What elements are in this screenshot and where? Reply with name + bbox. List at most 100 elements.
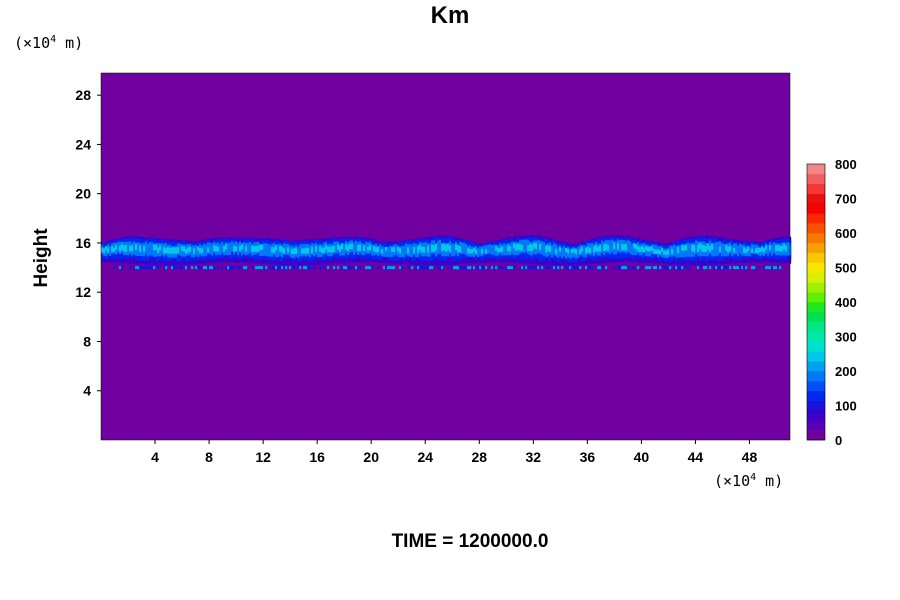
- heatmap-cell: [707, 243, 710, 250]
- heatmap-cell: [165, 248, 168, 254]
- heatmap-cell: [249, 241, 252, 254]
- heatmap-cell: [477, 266, 480, 270]
- heatmap-cell: [371, 244, 374, 256]
- heatmap-cell: [323, 266, 326, 270]
- heatmap-cell: [123, 245, 126, 252]
- heatmap-cell: [685, 243, 688, 257]
- heatmap-cell: [149, 242, 152, 256]
- heatmap-cell: [401, 245, 404, 258]
- heatmap-cell: [485, 266, 488, 270]
- heatmap-cell: [499, 266, 502, 270]
- heatmap-cell: [565, 266, 568, 270]
- heatmap-cell: [505, 266, 508, 270]
- heatmap-cell: [175, 247, 178, 254]
- colorbar-label: 400: [835, 295, 857, 310]
- heatmap-cell: [709, 266, 712, 270]
- heatmap-cell: [521, 266, 524, 270]
- heatmap-cell: [245, 266, 248, 270]
- heatmap-cell: [343, 266, 346, 270]
- heatmap-cell: [699, 243, 702, 250]
- heatmap-cell: [695, 240, 698, 255]
- heatmap-cell: [457, 266, 460, 270]
- heatmap-cell: [225, 244, 228, 250]
- heatmap-cell: [203, 243, 206, 256]
- heatmap-cell: [277, 244, 280, 258]
- heatmap-cell: [153, 244, 156, 251]
- heatmap-cell: [213, 266, 216, 270]
- heatmap-cell: [231, 266, 234, 270]
- colorbar-label: 0: [835, 433, 842, 448]
- heatmap-cell: [659, 250, 662, 255]
- heatmap-cell: [207, 266, 210, 270]
- heatmap-cell: [507, 266, 510, 270]
- heatmap-cell: [261, 244, 264, 250]
- colorbar-label: 100: [835, 399, 857, 414]
- heatmap-cell: [159, 245, 162, 251]
- heatmap-cell: [291, 266, 294, 270]
- heatmap-cell: [103, 248, 106, 254]
- heatmap-cell: [305, 266, 308, 270]
- heatmap-cell: [785, 245, 788, 252]
- heatmap-cell: [531, 266, 534, 270]
- heatmap-cell: [183, 246, 186, 252]
- heatmap-cell: [421, 266, 424, 270]
- heatmap-cell: [323, 247, 326, 253]
- heatmap-cell: [763, 248, 766, 253]
- heatmap-cell: [703, 266, 706, 270]
- heatmap-cell: [601, 266, 604, 270]
- colorbar-label: 500: [835, 261, 857, 276]
- heatmap-cell: [767, 266, 770, 270]
- heatmap-cell: [233, 245, 236, 252]
- x-axis-unit: (×104 m): [714, 472, 784, 490]
- heatmap-cell: [569, 266, 572, 270]
- heatmap-cell: [399, 266, 402, 270]
- heatmap-cell: [203, 266, 206, 270]
- heatmap-cell: [389, 266, 392, 270]
- heatmap-cell: [727, 266, 730, 270]
- heatmap-cell: [149, 266, 152, 270]
- heatmap-cell: [259, 244, 262, 251]
- heatmap-cell: [479, 266, 482, 270]
- heatmap-cell: [561, 247, 564, 259]
- heatmap-cell: [411, 266, 414, 270]
- x-tick-label: 8: [205, 449, 213, 465]
- heatmap-cell: [287, 247, 290, 253]
- x-tick-label: 20: [363, 449, 379, 465]
- colorbar-swatch: [807, 410, 825, 421]
- heatmap-cell: [261, 266, 264, 270]
- heatmap-cell: [409, 244, 412, 257]
- heatmap-cell: [483, 266, 486, 270]
- heatmap-cell: [417, 266, 420, 270]
- heatmap-cell: [631, 266, 634, 270]
- heatmap-cell: [385, 246, 388, 251]
- heatmap-cell: [239, 266, 242, 270]
- heatmap-cell: [195, 245, 198, 256]
- heatmap-cell: [715, 266, 718, 270]
- heatmap-cell: [757, 247, 760, 253]
- colorbar-swatch: [807, 223, 825, 234]
- heatmap-cell: [279, 246, 282, 252]
- heatmap-cell: [435, 243, 438, 251]
- heatmap-cell: [621, 266, 624, 270]
- heatmap-cell: [565, 247, 568, 253]
- heatmap-cell: [241, 244, 244, 250]
- heatmap-cell: [479, 246, 482, 256]
- heatmap-cell: [431, 266, 434, 270]
- heatmap-cell: [125, 244, 128, 252]
- heatmap-cell: [679, 245, 682, 258]
- heatmap-cell: [363, 245, 366, 252]
- heatmap-cell: [465, 266, 468, 270]
- x-tick-label: 16: [309, 449, 325, 465]
- heatmap-cell: [247, 242, 250, 255]
- heatmap-cell: [529, 266, 532, 270]
- heatmap-cell: [105, 245, 108, 257]
- heatmap-cell: [559, 247, 562, 252]
- heatmap-cell: [555, 248, 558, 254]
- heatmap-cell: [697, 266, 700, 270]
- heatmap-cell: [173, 247, 176, 254]
- heatmap-cell: [507, 245, 510, 252]
- heatmap-cell: [729, 245, 732, 252]
- heatmap-cell: [537, 240, 540, 254]
- colorbar-swatch: [807, 371, 825, 382]
- colorbar-swatch: [807, 351, 825, 362]
